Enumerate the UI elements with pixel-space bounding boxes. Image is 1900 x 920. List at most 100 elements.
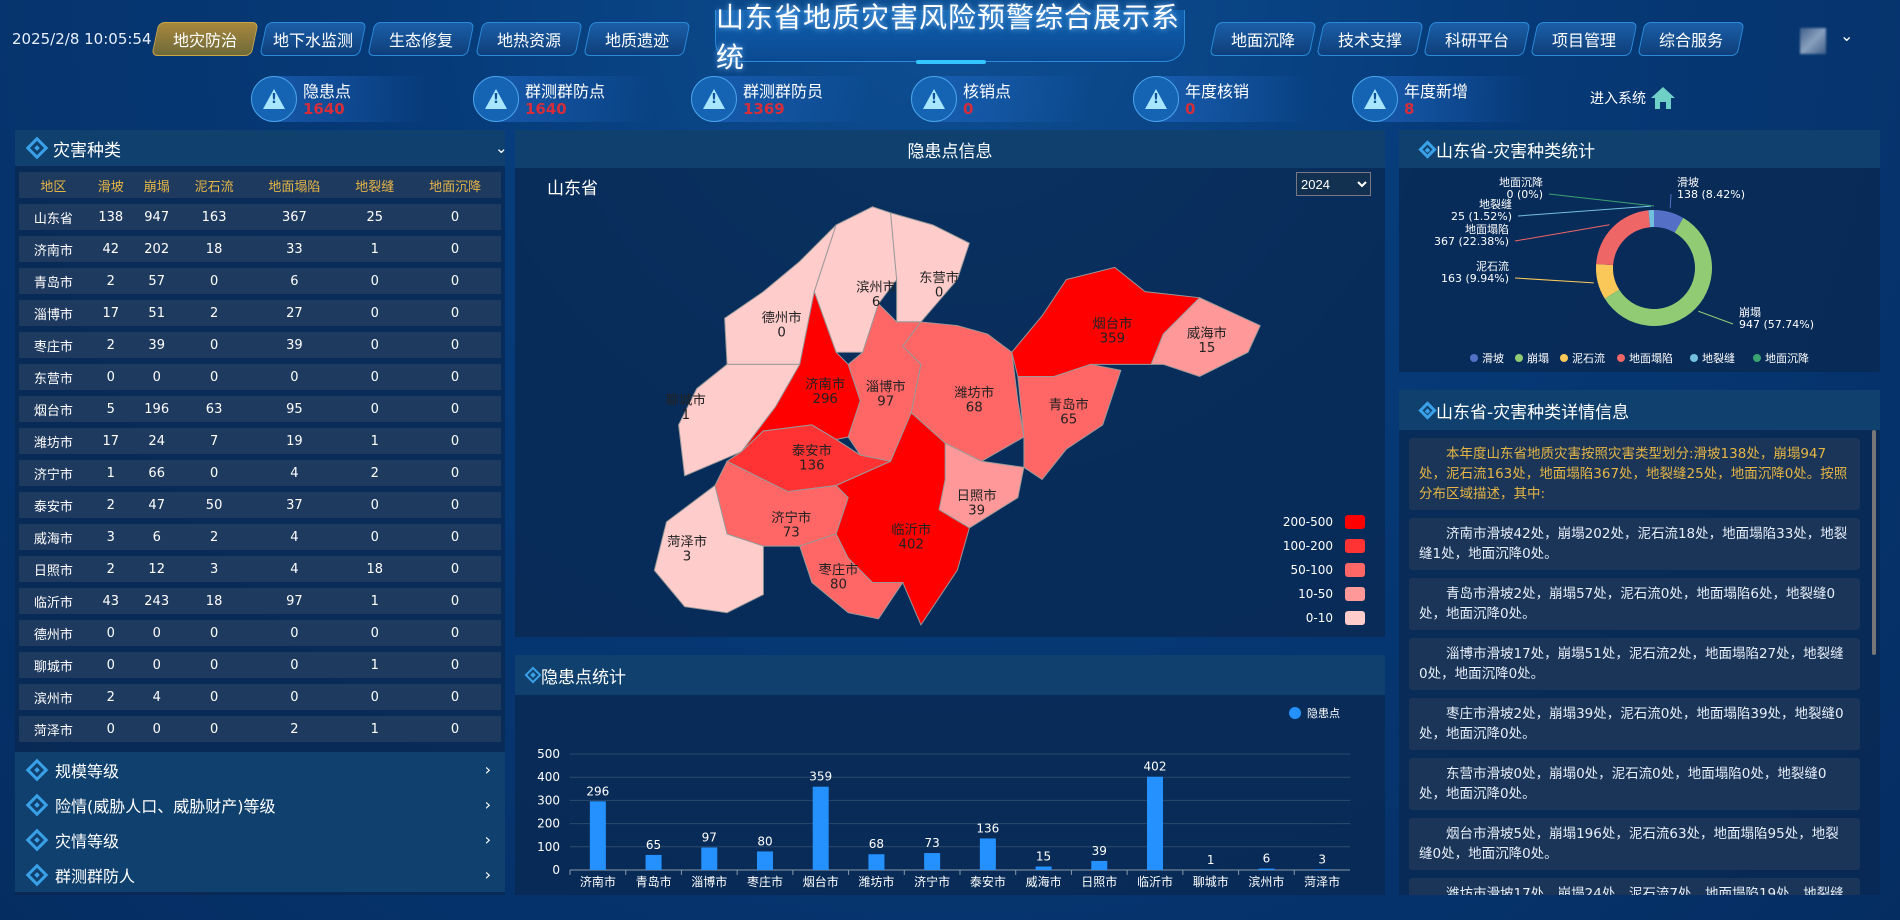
table-cell: 0 — [409, 364, 501, 390]
section-item[interactable]: 群测群防人 › — [15, 857, 505, 892]
map-region[interactable] — [902, 321, 1025, 462]
bar[interactable] — [645, 854, 662, 870]
map-city-value: 3 — [683, 550, 691, 565]
enter-system-button[interactable]: 进入系统 — [1590, 86, 1676, 110]
diamond-icon — [524, 666, 542, 684]
bar[interactable] — [701, 847, 718, 870]
bar[interactable] — [757, 851, 773, 870]
table-row[interactable]: 日照市 2 12 3 4 18 0 — [19, 556, 501, 582]
legend-label[interactable]: 隐患点 — [1307, 707, 1340, 720]
table-row[interactable]: 滨州市 2 4 0 0 0 0 — [19, 684, 501, 710]
tab-3[interactable]: 地热资源 — [475, 22, 583, 56]
table-row[interactable]: 济南市 42 202 18 33 1 0 — [19, 236, 501, 262]
tab-right-0[interactable]: 地面沉降 — [1209, 22, 1317, 56]
table-cell: 7 — [179, 428, 249, 454]
table-cell: 2 — [87, 332, 134, 358]
table-row[interactable]: 临沂市 43 243 18 97 1 0 — [19, 588, 501, 614]
table-row[interactable]: 烟台市 5 196 63 95 0 0 — [19, 396, 501, 422]
map-region[interactable] — [1150, 297, 1261, 377]
stat-label: 群测群防员 — [743, 82, 824, 101]
table-row[interactable]: 东营市 0 0 0 0 0 0 — [19, 364, 501, 390]
bar[interactable] — [1258, 868, 1275, 870]
warning-icon — [251, 76, 297, 122]
legend-label[interactable]: 地面沉降 — [1765, 351, 1809, 365]
bar-value-label: 39 — [1092, 844, 1107, 858]
map-region[interactable] — [890, 212, 970, 323]
donut-slice[interactable] — [1596, 264, 1620, 299]
legend-item[interactable]: 200-500 — [1283, 510, 1365, 534]
scrollbar[interactable] — [1872, 430, 1876, 655]
map-city-value: 0 — [935, 285, 943, 300]
donut-slice[interactable] — [1648, 210, 1654, 228]
bar[interactable] — [1147, 776, 1163, 870]
legend-item[interactable]: 100-200 — [1283, 534, 1365, 558]
tab-right-3[interactable]: 项目管理 — [1530, 22, 1638, 56]
legend-item[interactable]: 50-100 — [1283, 558, 1365, 582]
legend-label[interactable]: 滑坡 — [1482, 352, 1504, 365]
table-row[interactable]: 枣庄市 2 39 0 39 0 0 — [19, 332, 501, 358]
table-row[interactable]: 济宁市 1 66 0 4 2 0 — [19, 460, 501, 486]
tab-4[interactable]: 地质遗迹 — [583, 22, 691, 56]
table-row[interactable]: 青岛市 2 57 0 6 0 0 — [19, 268, 501, 294]
legend-item[interactable]: 0-10 — [1283, 606, 1365, 630]
section-item[interactable]: 险情(威胁人口、威胁财产)等级 › — [15, 787, 505, 822]
table-row[interactable]: 山东省 138 947 163 367 25 0 — [19, 204, 501, 230]
bar[interactable] — [812, 786, 829, 870]
tab-right-1[interactable]: 技术支撑 — [1316, 22, 1424, 56]
bar-value-label: 6 — [1263, 852, 1271, 866]
legend-label[interactable]: 崩塌 — [1527, 351, 1549, 365]
legend-label[interactable]: 泥石流 — [1572, 351, 1605, 365]
bar[interactable] — [1035, 866, 1052, 870]
legend-label[interactable]: 地裂缝 — [1702, 351, 1735, 365]
table-cell: 57 — [133, 268, 180, 294]
table-row[interactable]: 菏泽市 0 0 0 2 1 0 — [19, 716, 501, 742]
year-select[interactable]: 2024 — [1296, 172, 1371, 196]
y-tick-label: 300 — [537, 793, 560, 807]
table-row[interactable]: 德州市 0 0 0 0 0 0 — [19, 620, 501, 646]
table-cell: 2 — [179, 524, 249, 550]
map-city-label: 德州市 — [762, 309, 802, 326]
bar[interactable] — [589, 801, 606, 870]
user-avatar[interactable] — [1800, 28, 1826, 54]
tab-right-4[interactable]: 综合服务 — [1637, 22, 1745, 56]
table-cell: 1 — [340, 236, 410, 262]
section-item[interactable]: 灾情等级 › — [15, 822, 505, 857]
tab-label: 地质遗迹 — [604, 31, 669, 50]
legend-label[interactable]: 地面塌陷 — [1629, 351, 1673, 365]
bar[interactable] — [1091, 860, 1108, 870]
table-row[interactable]: 聊城市 0 0 0 0 1 0 — [19, 652, 501, 678]
details-list[interactable]: 本年度山东省地质灾害按照灾害类型划分:滑坡138处，崩塌947处，泥石流163处… — [1399, 430, 1880, 895]
table-cell: 0 — [409, 556, 501, 582]
tab-1[interactable]: 地下水监测 — [259, 22, 367, 56]
chevron-down-icon[interactable]: ⌄ — [495, 139, 508, 157]
donut-slice[interactable] — [1596, 210, 1651, 266]
map-region[interactable] — [799, 533, 904, 620]
table-row[interactable]: 潍坊市 17 24 7 19 1 0 — [19, 428, 501, 454]
tab-right-2[interactable]: 科研平台 — [1423, 22, 1531, 56]
y-tick-label: 200 — [537, 817, 560, 831]
donut-slice[interactable] — [1604, 217, 1712, 327]
table-row[interactable]: 淄博市 17 51 2 27 0 0 — [19, 300, 501, 326]
bar[interactable] — [868, 854, 885, 870]
section-item[interactable]: 规模等级 › — [15, 752, 505, 787]
legend-item[interactable]: 10-50 — [1283, 582, 1365, 606]
map-region[interactable] — [653, 484, 764, 614]
chevron-down-icon[interactable]: ⌄ — [1840, 26, 1854, 45]
table-row[interactable]: 泰安市 2 47 50 37 0 0 — [19, 492, 501, 518]
hazard-type-header[interactable]: 灾害种类 ⌄ — [15, 130, 508, 166]
tab-0[interactable]: 地灾防治 — [151, 22, 259, 56]
table-row[interactable]: 威海市 3 6 2 4 0 0 — [19, 524, 501, 550]
bar[interactable] — [924, 853, 941, 870]
bar[interactable] — [979, 838, 996, 870]
tab-2[interactable]: 生态修复 — [367, 22, 475, 56]
map-region[interactable] — [1017, 363, 1122, 481]
bar[interactable] — [1314, 869, 1331, 870]
donut-slice[interactable] — [1654, 210, 1684, 233]
hazard-type-panel: 灾害种类 ⌄ 地区 滑坡 崩塌 泥石流 地面塌陷 地裂缝 地面沉降 山东省 138 947 163 3… — [15, 130, 508, 895]
